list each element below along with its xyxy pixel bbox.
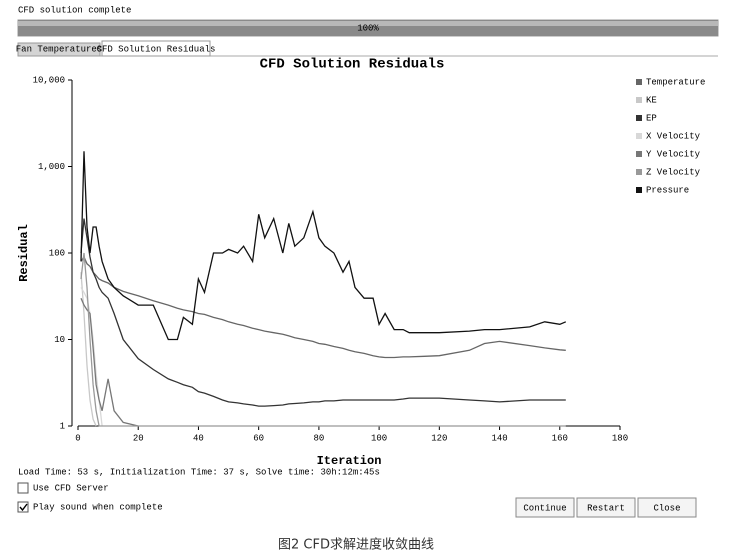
legend-label: Pressure (646, 185, 689, 195)
legend-swatch (636, 133, 642, 139)
legend-label: EP (646, 113, 657, 123)
button[interactable] (576, 497, 636, 518)
series-line (80, 218, 566, 407)
x-tick-label: 0 (75, 433, 80, 443)
legend-swatch (636, 169, 642, 175)
y-tick-label: 10 (54, 335, 65, 345)
tab-label[interactable]: CFD Solution Residuals (97, 44, 216, 54)
progress-label: 100% (357, 23, 379, 33)
chart-title: CFD Solution Residuals (260, 57, 445, 73)
checkbox-label[interactable]: Use CFD Server (33, 483, 109, 493)
figure-caption: 图2 CFD求解进度收敛曲线 (278, 537, 434, 553)
series-line (80, 151, 567, 341)
x-tick-label: 100 (371, 433, 387, 443)
x-axis-label: Iteration (317, 454, 382, 468)
status-text: CFD solution complete (18, 5, 131, 15)
checkbox[interactable] (17, 482, 29, 494)
y-tick-label: 10,000 (33, 75, 65, 85)
background (0, 0, 734, 530)
button[interactable] (515, 497, 575, 518)
legend-label: Temperature (646, 77, 705, 87)
x-tick-label: 60 (253, 433, 264, 443)
legend-label: Y Velocity (646, 149, 701, 159)
button-label[interactable]: Close (653, 503, 680, 513)
legend-swatch (636, 187, 642, 193)
y-tick-label: 1 (60, 421, 65, 431)
legend-swatch (636, 79, 642, 85)
tab-label[interactable]: Fan Temperatures (16, 44, 102, 54)
x-tick-label: 140 (491, 433, 507, 443)
checkbox-label[interactable]: Play sound when complete (33, 502, 163, 512)
progress-shine (18, 21, 718, 26)
legend-swatch (636, 115, 642, 121)
legend-label: X Velocity (646, 131, 701, 141)
x-tick-label: 20 (133, 433, 144, 443)
x-tick-label: 80 (313, 433, 324, 443)
x-tick-label: 40 (193, 433, 204, 443)
x-tick-label: 180 (612, 433, 628, 443)
checkbox[interactable] (17, 501, 29, 513)
button-label[interactable]: Continue (523, 503, 566, 513)
legend-label: KE (646, 95, 657, 105)
x-tick-label: 120 (431, 433, 447, 443)
button-label[interactable]: Restart (587, 503, 625, 513)
series-line (80, 272, 97, 427)
legend-swatch (636, 151, 642, 157)
tab[interactable] (17, 42, 101, 57)
x-tick-label: 160 (552, 433, 568, 443)
y-axis-label: Residual (17, 224, 31, 282)
checkmark[interactable] (19, 503, 28, 512)
legend-swatch (636, 97, 642, 103)
load-info: Load Time: 53 s, Initialization Time: 37… (18, 467, 380, 477)
legend-label: Z Velocity (646, 167, 701, 177)
series-line (80, 252, 566, 427)
y-tick-label: 100 (49, 248, 65, 258)
button[interactable] (637, 497, 697, 518)
y-tick-label: 1,000 (38, 162, 65, 172)
tab[interactable] (101, 40, 211, 57)
series-line (80, 297, 139, 427)
